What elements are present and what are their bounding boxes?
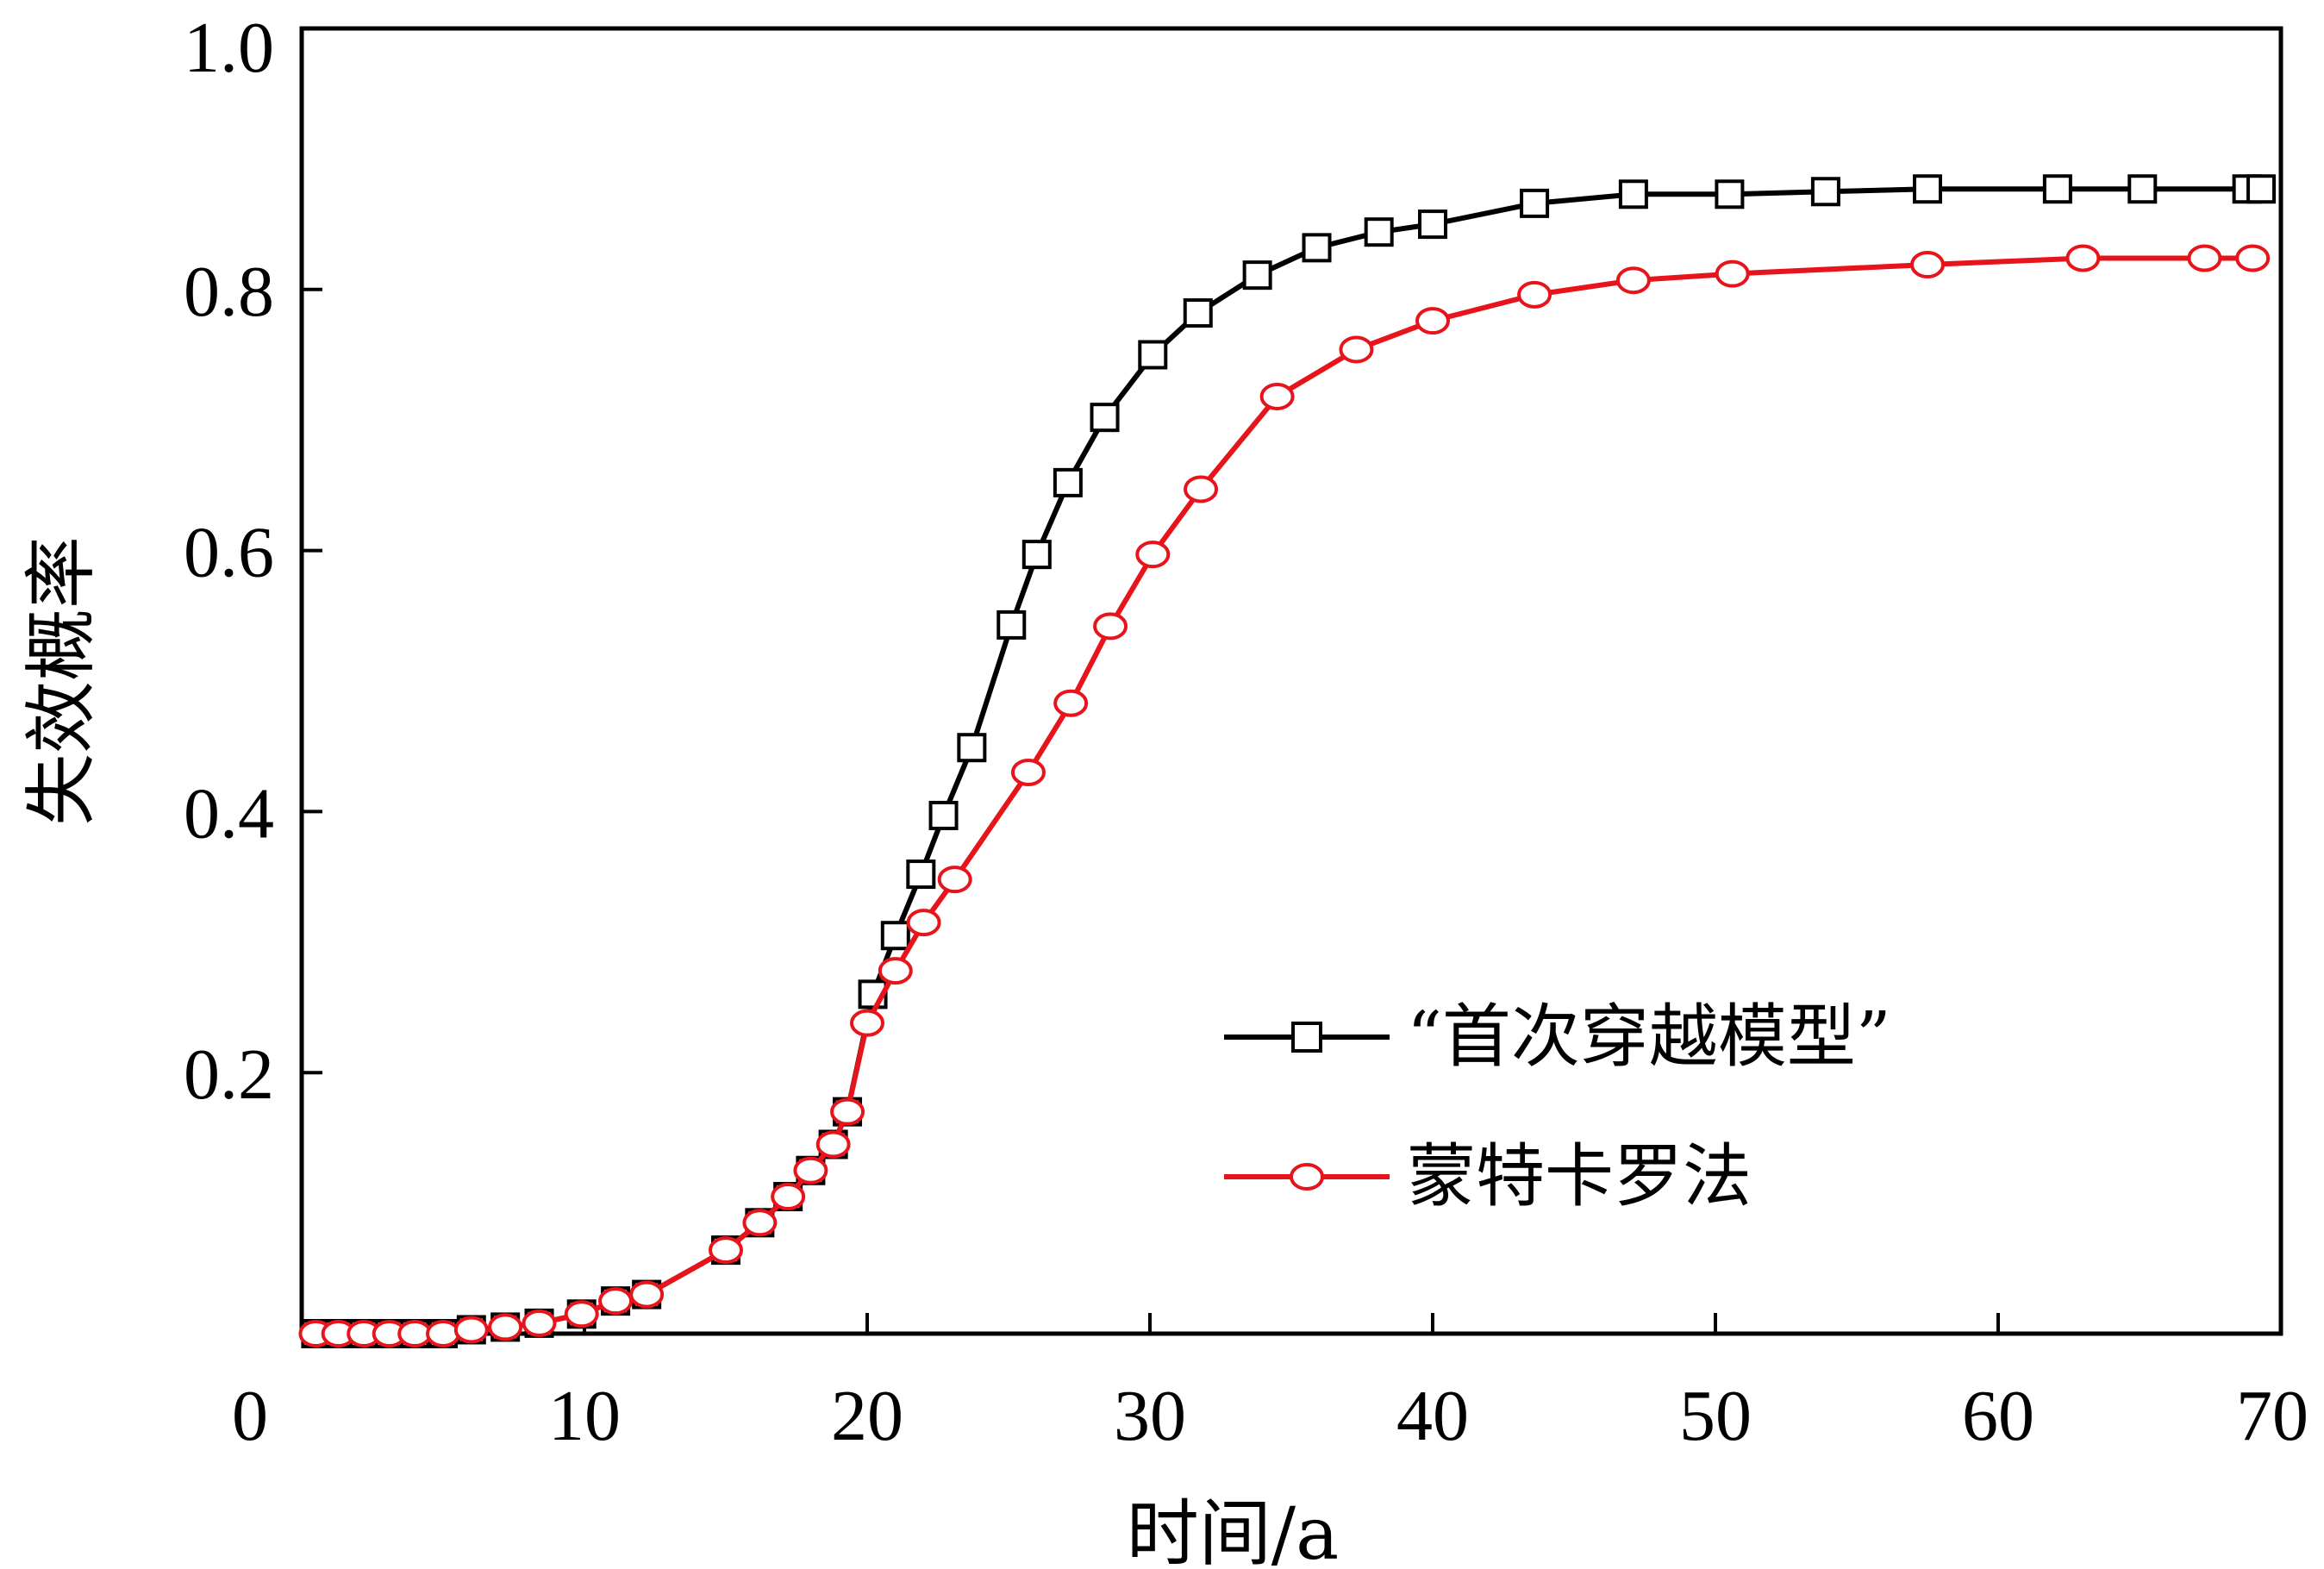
legend-label-first-passage: “首次穿越模型” <box>1407 997 1891 1077</box>
x-axis-label: 时间/a <box>1127 1491 1339 1569</box>
data-point-circle <box>564 1300 599 1328</box>
legend-marker-circle <box>1290 1163 1324 1191</box>
legend: “首次穿越模型” 蒙特卡罗法 <box>1224 997 1891 1216</box>
data-point-circle <box>937 866 972 894</box>
data-point-square <box>880 921 910 951</box>
data-point-circle <box>850 1009 884 1037</box>
data-point-circle <box>629 1280 665 1309</box>
legend-label-monte-carlo: 蒙特卡罗法 <box>1407 1136 1752 1216</box>
data-point-square <box>996 609 1027 640</box>
x-tick-label: 10 <box>548 1376 621 1456</box>
data-point-circle <box>878 957 913 985</box>
data-point-circle <box>522 1309 557 1337</box>
data-point-circle <box>1093 612 1128 641</box>
series-layer <box>298 174 2277 1348</box>
y-axis-ticks: 0.2 0.4 0.6 0.8 1.0 <box>184 8 322 1115</box>
data-point-circle <box>488 1313 523 1341</box>
y-axis-label: 失效概率 <box>19 536 103 826</box>
y-tick-label: 0.2 <box>184 1035 274 1115</box>
data-point-circle <box>2065 244 2101 272</box>
data-point-square <box>1302 233 1332 263</box>
legend-marker-square <box>1291 1022 1322 1053</box>
data-point-square <box>1053 467 1083 497</box>
data-point-circle <box>453 1316 489 1344</box>
data-point-square <box>1913 174 1942 204</box>
data-point-square <box>1242 260 1272 291</box>
y-tick-label: 0.4 <box>184 773 274 853</box>
data-point-square <box>2246 174 2277 204</box>
data-point-square <box>1090 403 1120 433</box>
x-tick-label: 60 <box>1962 1376 2034 1456</box>
data-point-circle <box>1184 475 1219 503</box>
data-point-square <box>1715 179 1745 209</box>
data-point-square <box>2042 174 2072 204</box>
x-tick-label: 40 <box>1396 1376 1469 1456</box>
data-point-circle <box>742 1209 778 1237</box>
data-point-square <box>906 860 936 890</box>
data-point-circle <box>2187 244 2222 272</box>
data-point-circle <box>1135 541 1171 569</box>
data-point-circle <box>830 1097 865 1126</box>
x-tick-label: 30 <box>1114 1376 1186 1456</box>
series-line-first-passage <box>315 186 2261 1336</box>
data-point-square <box>928 800 959 830</box>
data-point-circle <box>1517 280 1552 309</box>
data-point-square <box>1021 540 1052 570</box>
data-point-circle <box>815 1130 851 1159</box>
data-point-circle <box>1010 758 1046 786</box>
data-point-circle <box>598 1287 634 1316</box>
data-point-circle <box>1615 266 1651 295</box>
data-point-square <box>1520 188 1550 218</box>
data-point-square <box>1138 340 1168 370</box>
data-point-circle <box>709 1236 743 1265</box>
data-point-circle <box>1259 382 1295 410</box>
x-tick-label: 20 <box>831 1376 903 1456</box>
data-point-square <box>957 733 987 763</box>
y-tick-label: 0.8 <box>184 252 274 332</box>
data-point-circle <box>1715 259 1750 288</box>
data-point-square <box>1810 177 1840 207</box>
y-tick-label: 0.6 <box>184 513 274 593</box>
data-point-circle <box>1339 335 1374 364</box>
data-point-square <box>1364 217 1394 247</box>
data-point-circle <box>771 1183 806 1211</box>
data-point-square <box>1418 209 1447 240</box>
data-point-circle <box>2235 244 2271 272</box>
x-tick-label: 0 <box>232 1376 268 1456</box>
data-point-circle <box>1053 689 1089 717</box>
data-point-square <box>1183 298 1213 328</box>
data-point-circle <box>793 1156 828 1185</box>
data-point-square <box>2127 174 2158 204</box>
x-tick-label: 50 <box>1679 1376 1752 1456</box>
data-point-square <box>1618 179 1648 209</box>
series-line-monte-carlo <box>315 255 2253 1336</box>
y-tick-label: 1.0 <box>184 8 274 88</box>
plot-frame <box>299 26 2283 1336</box>
data-point-circle <box>426 1320 460 1347</box>
x-tick-label: 70 <box>2236 1376 2308 1456</box>
data-point-circle <box>397 1320 433 1347</box>
data-point-circle <box>1415 307 1450 335</box>
data-point-circle <box>906 909 941 937</box>
x-axis-ticks: 0 10 20 30 40 50 60 70 <box>232 1313 2308 1456</box>
data-point-circle <box>1910 251 1945 279</box>
